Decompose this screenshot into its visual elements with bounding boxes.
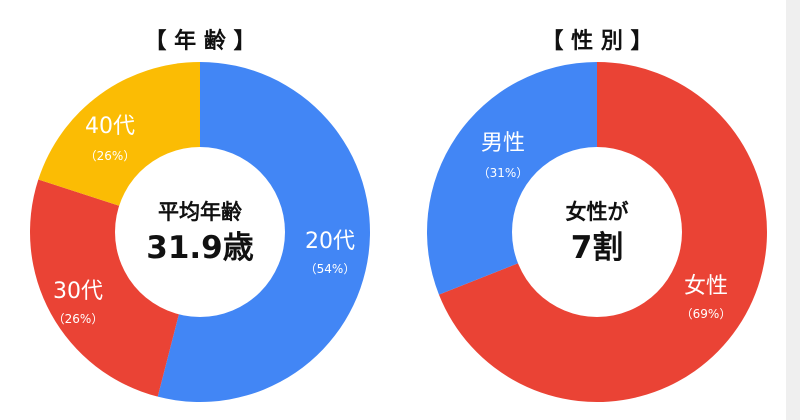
age-slice-label-20s: 20代 <box>305 229 355 254</box>
age-slice-label-30s: 30代 <box>53 279 103 304</box>
age-chart-title: 【 年 齢 】 <box>145 28 256 54</box>
right-margin <box>786 0 800 420</box>
age-center-value: 31.9歳 <box>146 230 254 266</box>
gender-chart: 【 性 別 】 女性が 7割 女性 （69%） 男性 （31%） <box>427 29 768 402</box>
gender-donut-hole <box>512 147 682 317</box>
gender-center-value: 7割 <box>571 230 624 266</box>
gender-slice-percent-male: （31%） <box>478 166 529 180</box>
gender-slice-label-female: 女性 <box>684 274 728 299</box>
age-chart: 【 年 齢 】 平均年齢 31.9歳 20代 （54%） 30代 （26%） 4… <box>29 28 370 402</box>
gender-center-label: 女性が <box>566 200 629 224</box>
age-slice-percent-40s: （26%） <box>85 149 136 163</box>
age-slice-percent-30s: （26%） <box>53 312 104 326</box>
gender-chart-title: 【 性 別 】 <box>542 29 653 54</box>
age-slice-percent-20s: （54%） <box>305 262 356 276</box>
age-slice-label-40s: 40代 <box>85 114 135 139</box>
gender-slice-label-male: 男性 <box>481 131 525 156</box>
age-center-label: 平均年齢 <box>158 200 243 224</box>
gender-slice-percent-female: （69%） <box>681 307 732 321</box>
age-donut-hole <box>115 147 285 317</box>
